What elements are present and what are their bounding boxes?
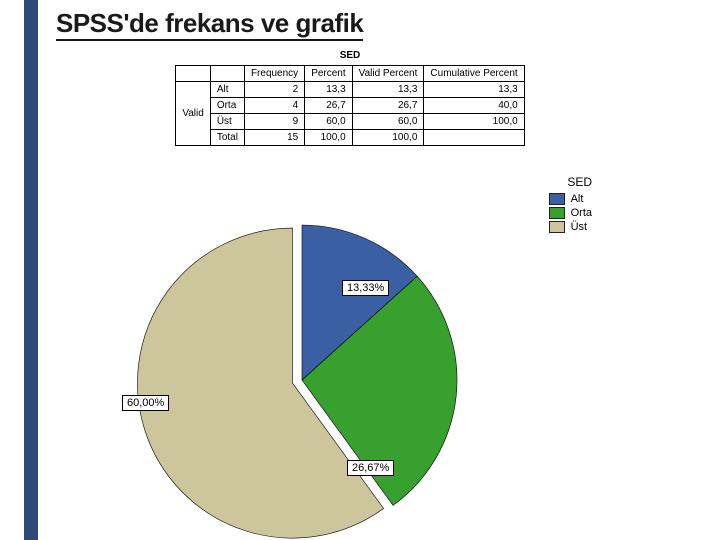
table-header: Valid Percent <box>352 66 424 82</box>
table-header <box>176 66 211 82</box>
table-header: Cumulative Percent <box>424 66 524 82</box>
frequency-table: FrequencyPercentValid PercentCumulative … <box>175 65 524 146</box>
frequency-table-block: SED FrequencyPercentValid PercentCumulat… <box>150 50 550 146</box>
cell-frequency: 9 <box>244 114 304 130</box>
cell-cum_percent <box>424 130 524 146</box>
legend-label: Orta <box>571 207 592 219</box>
row-label: Üst <box>210 114 244 130</box>
cell-percent: 26,7 <box>305 98 352 114</box>
cell-percent: 13,3 <box>305 82 352 98</box>
pie-callout-üst: 60,00% <box>122 395 169 411</box>
legend-swatch <box>549 193 565 205</box>
table-header: Frequency <box>244 66 304 82</box>
table-header: Percent <box>305 66 352 82</box>
legend-label: Üst <box>571 221 588 233</box>
cell-frequency: 15 <box>244 130 304 146</box>
legend-label: Alt <box>571 193 584 205</box>
legend-item: Alt <box>549 193 592 205</box>
slide-side-accent <box>24 0 38 540</box>
cell-cum_percent: 40,0 <box>424 98 524 114</box>
row-label: Alt <box>210 82 244 98</box>
cell-cum_percent: 100,0 <box>424 114 524 130</box>
table-header <box>210 66 244 82</box>
cell-percent: 100,0 <box>305 130 352 146</box>
pie-chart: 13,33%26,67%60,00% <box>132 205 472 540</box>
table-row: ValidAlt213,313,313,3 <box>176 82 524 98</box>
table-row: Total15100,0100,0 <box>176 130 524 146</box>
cell-percent: 60,0 <box>305 114 352 130</box>
cell-valid_percent: 60,0 <box>352 114 424 130</box>
row-label: Orta <box>210 98 244 114</box>
page-title: SPSS'de frekans ve grafik <box>56 8 363 41</box>
frequency-table-caption: SED <box>150 50 550 61</box>
pie-legend-title: SED <box>549 175 592 189</box>
cell-valid_percent: 13,3 <box>352 82 424 98</box>
legend-swatch <box>549 221 565 233</box>
pie-chart-area: SED Alt Orta Üst 13,33% 26,67% 60,00% <box>52 175 612 535</box>
cell-frequency: 4 <box>244 98 304 114</box>
cell-valid_percent: 26,7 <box>352 98 424 114</box>
table-row: Üst960,060,0100,0 <box>176 114 524 130</box>
legend-item: Üst <box>549 221 592 233</box>
legend-swatch <box>549 207 565 219</box>
cell-frequency: 2 <box>244 82 304 98</box>
row-label: Total <box>210 130 244 146</box>
pie-callout-alt: 13,33% <box>342 280 389 296</box>
row-group-label: Valid <box>176 82 211 146</box>
cell-valid_percent: 100,0 <box>352 130 424 146</box>
cell-cum_percent: 13,3 <box>424 82 524 98</box>
legend-item: Orta <box>549 207 592 219</box>
pie-callout-orta: 26,67% <box>347 460 394 476</box>
table-row: Orta426,726,740,0 <box>176 98 524 114</box>
pie-legend: SED Alt Orta Üst <box>549 175 592 235</box>
